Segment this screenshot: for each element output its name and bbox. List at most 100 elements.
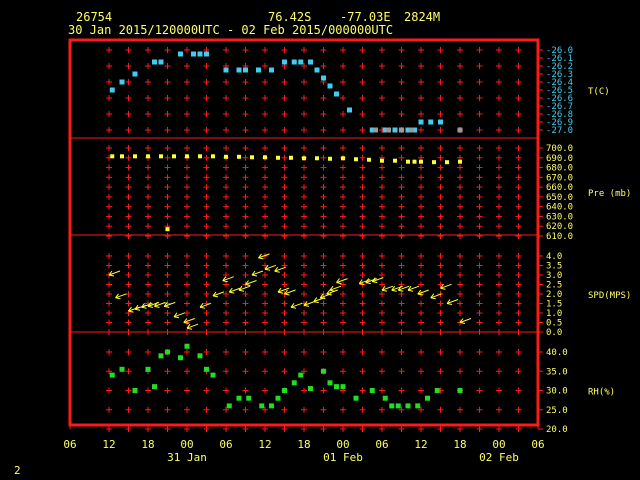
y-tick-label: 660.0 bbox=[546, 183, 573, 193]
wind-arrow-shaft bbox=[115, 293, 127, 299]
wind-arrow-shaft bbox=[108, 270, 121, 276]
pressure-point bbox=[276, 155, 280, 160]
wind-arrow bbox=[173, 312, 186, 319]
pressure-point bbox=[237, 154, 241, 159]
humidity-point bbox=[457, 388, 463, 393]
wind-arrow-shaft bbox=[440, 283, 452, 289]
y-tick-label: 1.5 bbox=[546, 300, 562, 310]
y-tick-label: 620.0 bbox=[546, 222, 573, 232]
x-tick-label: 00 bbox=[492, 438, 505, 451]
pressure-point bbox=[250, 155, 254, 160]
wind-arrow-shaft bbox=[173, 312, 186, 318]
pressure-point bbox=[198, 154, 202, 159]
humidity-point bbox=[340, 384, 346, 390]
wind-arrow-shaft bbox=[326, 289, 338, 295]
pressure-point bbox=[315, 156, 319, 161]
wind-arrow-head bbox=[154, 305, 160, 308]
wind-arrow-head bbox=[141, 302, 145, 308]
panel-label: T(C) bbox=[588, 87, 610, 97]
y-tick-label: 2.5 bbox=[546, 281, 562, 291]
temperature-point bbox=[298, 59, 304, 65]
humidity-point bbox=[308, 386, 313, 392]
humidity-point bbox=[184, 343, 190, 349]
wind-arrow-head bbox=[371, 277, 376, 282]
wind-arrow-shaft bbox=[359, 279, 371, 285]
temperature-point bbox=[321, 75, 326, 81]
wind-arrow-head bbox=[290, 302, 295, 308]
temperature-flag-point bbox=[399, 127, 404, 133]
y-tick-label: 680.0 bbox=[546, 164, 573, 174]
station-id: 26754 bbox=[76, 10, 113, 24]
wind-arrow bbox=[459, 318, 472, 324]
wind-arrow-shaft bbox=[229, 287, 241, 293]
wind-arrow-head bbox=[391, 289, 397, 292]
wind-arrow bbox=[303, 300, 316, 307]
wind-arrow bbox=[290, 302, 303, 309]
wind-arrow-head bbox=[381, 285, 386, 291]
wind-arrow-head bbox=[407, 289, 414, 292]
wind-arrow-head bbox=[147, 305, 154, 308]
x-date-label: 02 Feb bbox=[479, 451, 519, 464]
longitude: -77.03E bbox=[340, 10, 391, 24]
y-tick-label: 25.0 bbox=[546, 406, 568, 416]
wind-arrow-shaft bbox=[398, 285, 410, 291]
wind-arrow bbox=[186, 323, 199, 330]
wind-arrow-head bbox=[417, 293, 423, 296]
wind-arrow-head bbox=[115, 297, 121, 300]
wind-arrow-head bbox=[381, 289, 388, 292]
wind-arrow-head bbox=[245, 280, 249, 285]
wind-arrow-head bbox=[326, 293, 332, 296]
pressure-point bbox=[263, 155, 267, 160]
y-tick-label: 4.0 bbox=[546, 252, 562, 262]
wind-arrow-head bbox=[108, 274, 115, 277]
wind-arrow-head bbox=[128, 306, 132, 312]
wind-arrow-head bbox=[277, 291, 284, 294]
humidity-point bbox=[158, 353, 164, 359]
pressure-point bbox=[354, 157, 358, 162]
y-tick-label: -27.0 bbox=[546, 126, 573, 136]
humidity-point bbox=[145, 366, 151, 372]
pressure-point bbox=[367, 157, 371, 162]
temperature-point bbox=[236, 67, 242, 73]
pressure-point bbox=[110, 154, 115, 159]
pressure-point bbox=[419, 159, 423, 164]
temperature-point bbox=[152, 59, 157, 65]
temperature-point bbox=[158, 59, 164, 65]
wind-arrow bbox=[199, 302, 212, 309]
time-range: 30 Jan 2015/120000UTC - 02 Feb 2015/0000… bbox=[68, 23, 394, 37]
wind-arrow-head bbox=[313, 301, 319, 304]
x-tick-label: 00 bbox=[180, 438, 193, 451]
humidity-point bbox=[415, 403, 421, 409]
wind-arrow-head bbox=[459, 322, 466, 324]
humidity-point bbox=[210, 372, 216, 378]
wind-arrow-shaft bbox=[407, 285, 420, 291]
wind-arrow bbox=[365, 278, 377, 285]
y-tick-label: 3.0 bbox=[546, 271, 562, 281]
temperature-point bbox=[243, 67, 248, 73]
pressure-point bbox=[224, 154, 228, 159]
wind-arrow-shaft bbox=[258, 253, 270, 259]
wind-arrow-shaft bbox=[251, 270, 264, 276]
wind-arrow bbox=[358, 279, 371, 286]
wind-arrow-head bbox=[365, 282, 371, 285]
page-number: 2 bbox=[14, 464, 21, 477]
wind-arrow-head bbox=[391, 285, 396, 291]
y-tick-label: 40.0 bbox=[546, 348, 568, 358]
humidity-point bbox=[389, 403, 395, 409]
wind-arrow bbox=[141, 302, 153, 309]
wind-arrow bbox=[108, 270, 121, 277]
wind-arrow-head bbox=[326, 289, 331, 295]
pressure-point bbox=[432, 160, 436, 165]
humidity-point bbox=[165, 349, 170, 355]
wind-arrow-shaft bbox=[446, 299, 459, 304]
temperature-point bbox=[191, 51, 196, 57]
wind-arrow-head bbox=[264, 268, 271, 271]
temperature-point bbox=[382, 127, 388, 133]
pressure-point bbox=[172, 154, 176, 159]
y-tick-label: -26.7 bbox=[546, 102, 573, 112]
humidity-point bbox=[197, 353, 203, 359]
humidity-point bbox=[132, 388, 138, 393]
y-tick-label: 690.0 bbox=[546, 154, 573, 164]
humidity-point bbox=[327, 380, 333, 386]
panel-label: SPD(MPS) bbox=[588, 291, 631, 301]
